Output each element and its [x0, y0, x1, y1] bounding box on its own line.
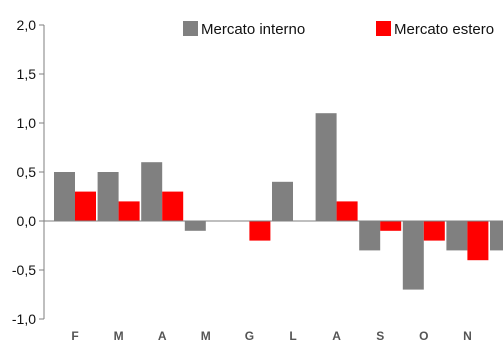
bar-mercato-interno	[272, 181, 293, 221]
y-tick-label: 1,5	[17, 66, 37, 82]
bar-mercato-interno	[184, 221, 206, 231]
y-tick-label: 0,0	[17, 213, 37, 229]
y-tick-label: 2,0	[17, 17, 37, 33]
bar-mercato-estero	[249, 221, 271, 241]
legend-label-mercato-estero: Mercato estero	[394, 21, 494, 38]
legend-swatch-mercato-interno	[183, 21, 198, 36]
legend-swatch-mercato-estero	[376, 21, 391, 36]
bar-mercato-interno	[490, 221, 503, 251]
bar-mercato-estero	[162, 191, 184, 221]
x-tick-label: F	[71, 329, 78, 343]
x-tick-label: A	[158, 329, 167, 343]
y-tick-label: -0,5	[12, 262, 36, 278]
bar-mercato-estero	[380, 221, 402, 231]
bar-mercato-estero	[118, 201, 140, 221]
x-tick-label: M	[201, 329, 211, 343]
bar-mercato-interno	[54, 172, 75, 221]
y-axis: 2,0 1,5 1,0 0,5 0,0 -0,5 -1,0	[12, 17, 45, 327]
x-tick-label: A	[332, 329, 341, 343]
x-tick-label: M	[114, 329, 124, 343]
bar-mercato-interno	[402, 221, 424, 290]
x-tick-label: L	[289, 329, 296, 343]
bar-mercato-interno	[315, 113, 337, 221]
x-tick-label: O	[419, 329, 428, 343]
y-tick-label: 1,0	[17, 115, 37, 131]
bar-mercato-estero	[75, 191, 96, 221]
bar-mercato-interno	[97, 172, 119, 221]
bar-mercato-estero	[336, 201, 358, 221]
bar-mercato-interno	[359, 221, 381, 251]
bar-mercato-estero	[423, 221, 445, 241]
bar-mercato-interno	[446, 221, 468, 251]
legend: Mercato interno Mercato estero	[183, 21, 494, 38]
y-tick-label: -1,0	[12, 311, 36, 327]
y-tick-label: 0,5	[17, 164, 37, 180]
x-tick-label: G	[245, 329, 254, 343]
bars	[54, 113, 503, 290]
x-tick-label: N	[463, 329, 472, 343]
bar-mercato-estero	[467, 221, 489, 261]
bar-mercato-interno	[141, 162, 163, 221]
legend-label-mercato-interno: Mercato interno	[201, 21, 305, 38]
x-tick-label: S	[376, 329, 384, 343]
